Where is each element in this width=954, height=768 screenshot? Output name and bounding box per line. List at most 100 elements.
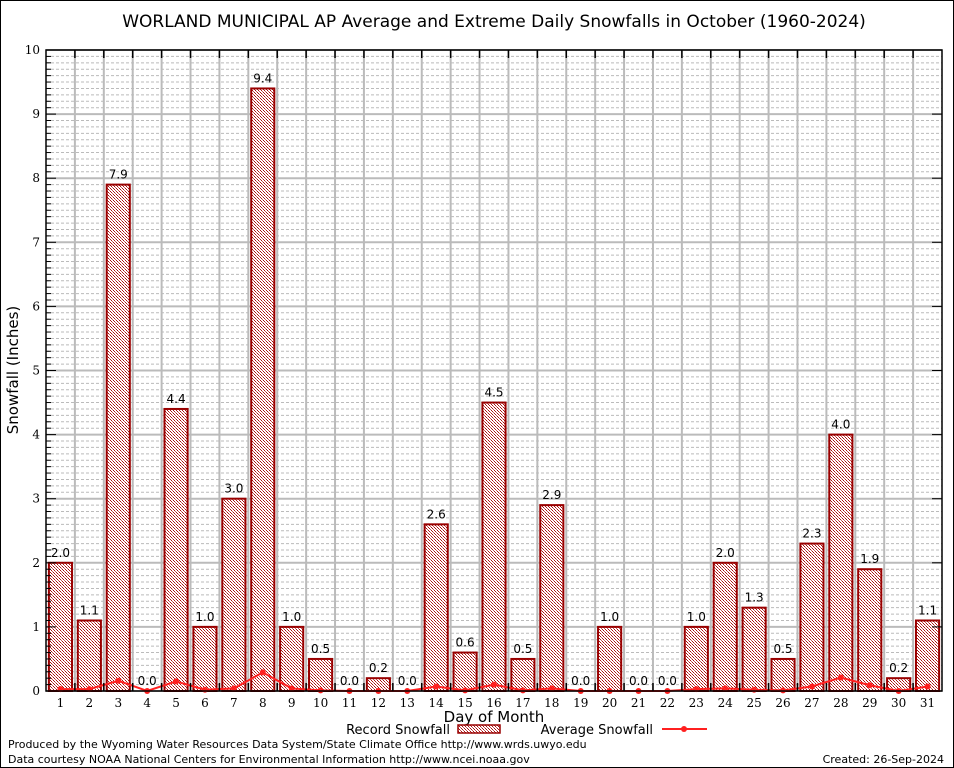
x-tick-label: 4 <box>143 696 151 710</box>
average-point-day-25 <box>751 686 758 693</box>
x-tick-label: 12 <box>371 696 386 710</box>
bar-value-label: 0.0 <box>340 674 359 688</box>
record-bar-day-24 <box>712 561 738 692</box>
average-point-day-14 <box>433 683 440 690</box>
y-tick-label: 2 <box>32 556 40 570</box>
average-point-day-16 <box>491 681 497 688</box>
x-tick-label: 11 <box>342 696 357 710</box>
x-tick-label: 18 <box>544 696 559 710</box>
record-bar-day-31 <box>914 619 941 692</box>
y-tick-label: 8 <box>32 171 40 185</box>
record-bar-day-17 <box>510 657 536 693</box>
x-tick-label: 27 <box>804 696 819 710</box>
bar-value-label: 1.0 <box>687 610 706 624</box>
bar-value-label: 0.0 <box>398 674 417 688</box>
credit-data: Data courtesy NOAA National Centers for … <box>8 753 530 766</box>
bar-value-label: 1.3 <box>745 591 764 605</box>
record-bar-day-20 <box>597 625 623 693</box>
bar-value-label: 1.1 <box>918 603 937 617</box>
bar-value-label: 0.6 <box>456 636 475 650</box>
record-bar-day-3 <box>105 183 131 693</box>
record-bar-day-29 <box>857 568 883 693</box>
legend-average-marker <box>681 726 687 732</box>
average-point-day-6 <box>201 686 208 693</box>
bar-value-label: 4.4 <box>167 392 186 406</box>
average-point-day-7 <box>230 685 237 692</box>
record-bar-day-7 <box>221 497 247 693</box>
record-bar-day-16 <box>481 401 507 692</box>
record-bar-day-5 <box>163 407 189 692</box>
bar-value-label: 2.0 <box>51 546 70 560</box>
y-tick-label: 10 <box>25 43 40 57</box>
bar-value-label: 0.0 <box>571 674 590 688</box>
record-bar-day-26 <box>770 657 796 693</box>
record-bar-day-14 <box>423 523 449 693</box>
average-point-day-18 <box>548 685 555 692</box>
bar-value-label: 0.5 <box>311 642 330 656</box>
y-tick-label: 6 <box>32 299 40 313</box>
bar-value-label: 4.5 <box>484 386 503 400</box>
x-tick-label: 13 <box>400 696 415 710</box>
y-tick-label: 3 <box>32 492 40 506</box>
bar-value-label: 1.1 <box>80 603 99 617</box>
bar-value-label: 1.0 <box>195 610 214 624</box>
x-tick-label: 19 <box>573 696 588 710</box>
record-bar-day-15 <box>452 651 478 692</box>
x-tick-label: 28 <box>833 696 848 710</box>
record-bar-day-8 <box>250 87 276 692</box>
x-axis-label: Day of Month <box>444 708 545 726</box>
average-point-day-5 <box>173 678 180 685</box>
x-tick-label: 2 <box>86 696 94 710</box>
bar-value-label: 0.2 <box>889 661 908 675</box>
x-tick-label: 23 <box>689 696 704 710</box>
legend-average-label: Average Snowfall <box>541 723 653 738</box>
legend-record-swatch <box>457 724 501 734</box>
x-tick-label: 29 <box>862 696 877 710</box>
bar-value-label: 1.0 <box>600 610 619 624</box>
bar-value-label: 0.0 <box>658 674 677 688</box>
bar-value-label: 0.5 <box>773 642 792 656</box>
x-tick-label: 1 <box>57 696 65 710</box>
average-point-day-24 <box>722 685 729 692</box>
y-tick-label: 1 <box>32 620 40 634</box>
bar-value-label: 0.5 <box>513 642 532 656</box>
x-tick-label: 25 <box>746 696 761 710</box>
record-bar-day-9 <box>279 625 305 693</box>
y-axis-label: Snowfall (Inches) <box>4 306 22 434</box>
bar-value-label: 0.0 <box>629 674 648 688</box>
bar-value-label: 9.4 <box>253 71 272 85</box>
x-tick-label: 7 <box>230 696 238 710</box>
record-bar-day-2 <box>76 619 102 692</box>
legend-record-label: Record Snowfall <box>346 723 450 738</box>
bars: 2.0 1.1 7.9 0.0 4.4 1.0 3.0 9.4 1.0 0.5 0.0 0.2 0.0 2… <box>47 71 941 693</box>
x-tick-label: 15 <box>457 696 472 710</box>
y-tick-label: 9 <box>32 107 40 121</box>
x-tick-label: 26 <box>775 696 790 710</box>
average-point-day-27 <box>808 683 815 690</box>
x-tick-label: 9 <box>288 696 296 710</box>
bar-value-label: 7.9 <box>109 168 128 182</box>
x-tick-label: 8 <box>259 696 267 710</box>
created-date: Created: 26-Sep-2024 <box>823 753 944 766</box>
chart-title: WORLAND MUNICIPAL AP Average and Extreme… <box>122 12 866 32</box>
record-bar-day-10 <box>308 657 334 693</box>
record-bar-day-28 <box>828 433 854 692</box>
x-tick-label: 3 <box>114 696 122 710</box>
credit-producer: Produced by the Wyoming Water Resources … <box>8 738 587 751</box>
x-tick-label: 16 <box>486 696 501 710</box>
x-tick-label: 22 <box>660 696 675 710</box>
x-tick-label: 10 <box>313 696 328 710</box>
bar-value-label: 0.2 <box>369 661 388 675</box>
legend: Record Snowfall Average Snowfall <box>346 723 707 738</box>
y-tick-label: 5 <box>32 364 40 378</box>
x-tick-label: 14 <box>429 696 445 710</box>
bar-value-label: 2.6 <box>427 507 446 521</box>
record-bar-day-6 <box>192 625 218 693</box>
x-tick-label: 6 <box>201 696 209 710</box>
y-tick-label: 0 <box>32 684 40 698</box>
bar-value-label: 1.0 <box>282 610 301 624</box>
bar-value-label: 4.0 <box>831 418 850 432</box>
record-bar-day-23 <box>683 625 709 693</box>
